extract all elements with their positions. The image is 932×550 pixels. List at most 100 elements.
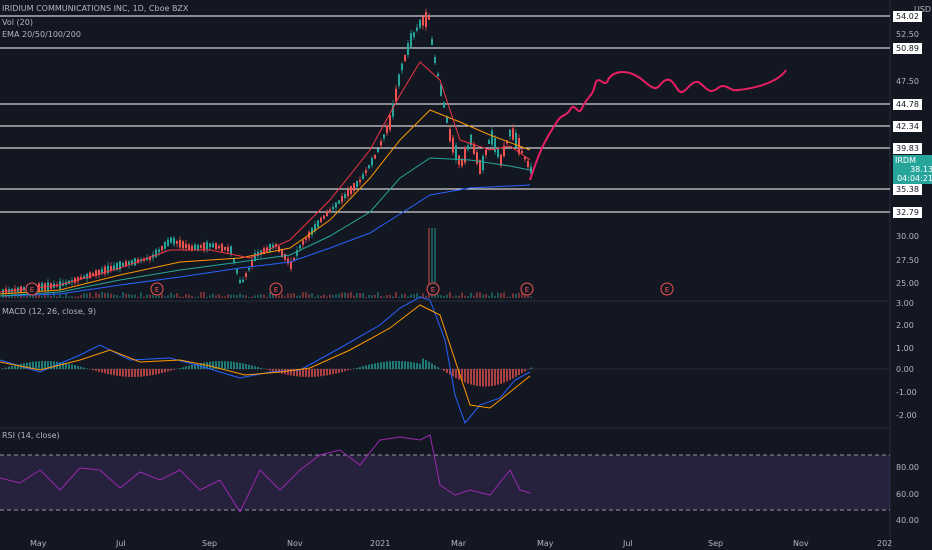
macd-tick: 0.00: [896, 365, 914, 374]
volume-bar: [515, 294, 517, 298]
histogram-bar: [146, 369, 148, 377]
histogram-bar: [485, 369, 487, 387]
ema-200-line: [0, 184, 531, 297]
price-tick: 30.00: [896, 232, 919, 241]
rsi-tick: 60.00: [896, 490, 919, 499]
time-tick: Jul: [116, 539, 126, 548]
volume-bar: [344, 292, 346, 298]
volume-bar: [470, 292, 472, 298]
bar-countdown: 04:04:21: [897, 174, 932, 183]
histogram-bar: [170, 369, 172, 371]
volume-bar: [128, 294, 130, 298]
histogram-bar: [428, 361, 430, 369]
candle-body: [431, 38, 433, 46]
histogram-bar: [86, 368, 88, 369]
candle-body: [416, 27, 418, 31]
volume-bars: [2, 228, 532, 298]
candle-body: [128, 261, 130, 265]
earnings-marker: E: [660, 282, 674, 296]
level-label: 42.34: [893, 121, 922, 132]
volume-bar: [104, 293, 106, 298]
candle-body: [164, 242, 166, 249]
volume-bar: [461, 292, 463, 298]
candle-body: [245, 273, 247, 277]
candle-body: [446, 117, 448, 123]
volume-bar: [530, 296, 532, 298]
candle-body: [266, 247, 268, 252]
candle-body: [347, 189, 349, 197]
signal-line: [0, 304, 531, 409]
histogram-bar: [71, 364, 73, 369]
volume-bar: [233, 294, 235, 298]
histogram-bar: [356, 367, 358, 369]
volume-bar: [455, 295, 457, 298]
candle-body: [104, 266, 106, 274]
candle-body: [479, 159, 481, 175]
histogram-bar: [272, 369, 274, 372]
histogram-bar: [218, 361, 220, 369]
volume-bar: [131, 294, 133, 298]
candle-body: [275, 243, 277, 247]
candle-body: [485, 149, 487, 156]
histogram-bar: [14, 365, 16, 369]
volume-bar: [263, 294, 265, 298]
histogram-bar: [296, 369, 298, 377]
volume-bar: [257, 294, 259, 298]
rsi-tick: 80.00: [896, 463, 919, 472]
candle-body: [272, 244, 274, 249]
volume-bar: [332, 294, 334, 298]
histogram-bar: [407, 361, 409, 369]
candle-body: [131, 260, 133, 265]
candle-body: [161, 246, 163, 251]
level-label: 35.38: [893, 184, 922, 195]
histogram-bar: [437, 367, 439, 369]
candle-body: [443, 102, 445, 108]
volume-bar: [353, 295, 355, 298]
volume-bar: [305, 292, 307, 298]
macd-tick: -1.00: [896, 388, 917, 397]
volume-bar: [497, 292, 499, 298]
candle-body: [212, 243, 214, 248]
candle-body: [320, 217, 322, 223]
earnings-marker: E: [269, 282, 283, 296]
volume-bar: [338, 293, 340, 298]
histogram-bar: [497, 369, 499, 385]
volume-bar: [362, 293, 364, 298]
macd-legend[interactable]: MACD (12, 26, close, 9): [2, 307, 97, 316]
volume-bar: [218, 294, 220, 298]
volume-bar: [527, 295, 529, 298]
histogram-bar: [293, 369, 295, 376]
volume-bar: [98, 293, 100, 298]
ticker-label: IRDM: [895, 156, 916, 165]
candle-body: [413, 32, 415, 37]
volume-bar: [479, 292, 481, 298]
candle-body: [248, 267, 250, 271]
histogram-bar: [419, 363, 421, 369]
candle-body: [428, 16, 430, 20]
histogram-bar: [392, 361, 394, 369]
volume-bar: [464, 295, 466, 298]
volume-bar: [164, 296, 166, 298]
histogram-bar: [98, 369, 100, 372]
volume-bar: [389, 294, 391, 298]
histogram-bar: [188, 365, 190, 369]
candle-body: [335, 202, 337, 208]
volume-bar: [260, 294, 262, 298]
histogram-bar: [122, 369, 124, 377]
histogram-bar: [53, 361, 55, 369]
candle-body: [293, 257, 295, 261]
volume-legend[interactable]: Vol (20): [2, 18, 33, 27]
histogram-bar: [464, 369, 466, 383]
ema-legend[interactable]: EMA 20/50/100/200: [2, 30, 81, 39]
histogram-bar: [131, 369, 133, 377]
rsi-legend[interactable]: RSI (14, close): [2, 431, 60, 440]
candle-body: [260, 250, 262, 255]
candle-body: [179, 239, 181, 248]
time-tick: Sep: [202, 539, 218, 548]
volume-bar: [95, 292, 97, 298]
volume-bar: [452, 296, 454, 298]
histogram-bar: [68, 363, 70, 369]
candle-body: [89, 272, 91, 279]
histogram-bar: [386, 361, 388, 369]
